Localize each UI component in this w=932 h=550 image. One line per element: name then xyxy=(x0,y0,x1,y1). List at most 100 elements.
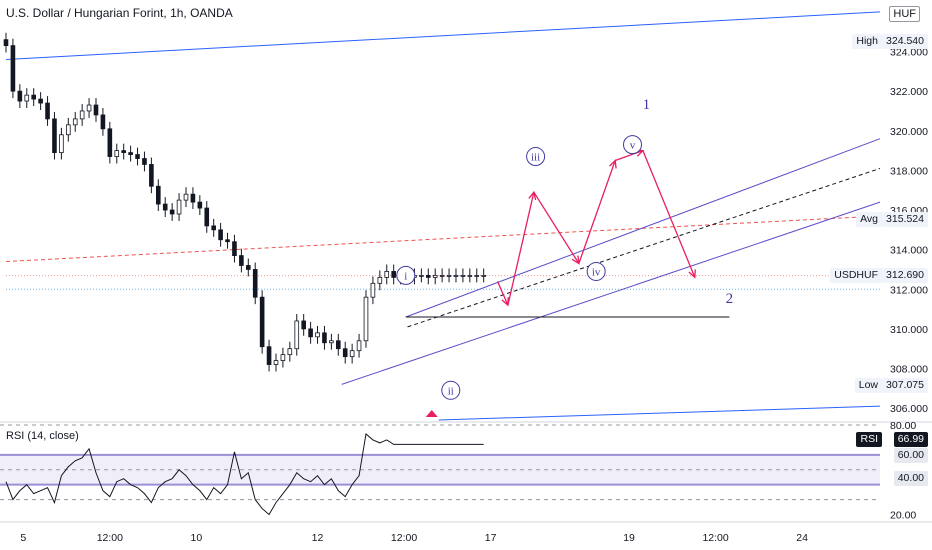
wave-label: 2 xyxy=(726,291,734,307)
channel-mid-line xyxy=(407,167,881,328)
candle-body xyxy=(114,150,120,157)
projection-arrow xyxy=(614,149,644,162)
candle-body xyxy=(453,275,459,277)
avg-dashed-line xyxy=(5,215,881,263)
candle-body xyxy=(370,282,376,298)
candle-body xyxy=(266,346,272,365)
time-tick-label: 10 xyxy=(191,532,203,544)
candle-body xyxy=(225,239,230,243)
candle-body xyxy=(259,296,265,348)
candle-body xyxy=(377,276,383,284)
channel-lower-line xyxy=(341,201,881,385)
rsi-band-lower-tag: 40.00 xyxy=(893,471,928,486)
price-tick-label: 322.000 xyxy=(890,86,928,98)
rsi-pane[interactable] xyxy=(0,424,880,516)
candle-body xyxy=(439,275,445,277)
candle-body xyxy=(232,241,237,256)
candle-body xyxy=(169,209,175,215)
avg-tag-value: 315.524 xyxy=(882,212,928,227)
candle-body xyxy=(460,275,466,277)
candle-body xyxy=(446,275,452,277)
lower-trend-line xyxy=(438,405,881,421)
candle-body xyxy=(197,201,203,209)
candle-body xyxy=(17,90,23,102)
upper-trend-line xyxy=(5,11,881,60)
rsi-tag-name: RSI xyxy=(856,432,882,447)
time-tick-label: 19 xyxy=(623,532,635,544)
candle-body xyxy=(155,185,161,205)
candle-body xyxy=(45,102,50,120)
candle-body xyxy=(322,332,327,344)
candle-body xyxy=(100,114,106,130)
candle-body xyxy=(24,94,30,102)
low-tag-value: 307.075 xyxy=(882,378,928,393)
candle-body xyxy=(363,296,369,342)
candle-body xyxy=(425,275,431,278)
candle-body xyxy=(72,118,78,126)
wave-label-circle xyxy=(586,261,606,281)
signal-up-icon xyxy=(425,410,438,417)
candle-body xyxy=(239,255,244,266)
candle-body xyxy=(3,39,9,47)
candle-body xyxy=(481,275,486,277)
wave-label: i xyxy=(404,270,407,282)
candle-body xyxy=(432,275,438,278)
candle-body xyxy=(273,360,279,365)
candle-body xyxy=(38,98,43,104)
wave-label: ii xyxy=(448,385,454,397)
candle-body xyxy=(245,265,251,270)
time-tick-label: 12:00 xyxy=(702,532,728,544)
candle-body xyxy=(391,271,396,278)
candle-body xyxy=(294,320,300,350)
candle-body xyxy=(474,275,480,277)
candle-body xyxy=(190,193,196,203)
projection-arrow xyxy=(642,150,696,278)
axes: 306.000308.000310.000312.000314.000316.0… xyxy=(0,47,932,544)
wave-label-circle xyxy=(396,265,416,285)
candle-body xyxy=(107,128,113,157)
candle-body xyxy=(218,229,223,241)
candle-body xyxy=(329,340,334,344)
high-tag-name: High xyxy=(852,34,882,49)
wave-label-circle xyxy=(623,135,643,155)
candle-body xyxy=(287,348,293,356)
price-tick-label: 314.000 xyxy=(890,245,928,257)
candle-body xyxy=(301,320,306,330)
candle-body xyxy=(162,203,168,211)
currency-unit-button[interactable]: HUF xyxy=(889,6,920,22)
rsi-tick-label: 20.00 xyxy=(890,510,916,522)
candle-body xyxy=(149,164,154,187)
candle-body xyxy=(52,118,57,153)
channel-upper-line xyxy=(405,138,881,318)
rsi-band-upper-tag: 60.00 xyxy=(893,448,928,463)
candle-body xyxy=(211,225,216,231)
time-tick-label: 24 xyxy=(796,532,808,544)
time-tick-label: 12 xyxy=(312,532,324,544)
projection-arrow xyxy=(496,281,509,306)
candle-body xyxy=(128,152,133,155)
wave-label: v xyxy=(630,140,636,152)
candle-body xyxy=(252,269,258,298)
rsi-tag-value: 66.99 xyxy=(893,432,928,447)
candle-body xyxy=(31,94,36,100)
rsi-line xyxy=(5,432,484,516)
candle-body xyxy=(280,354,286,361)
candle-body xyxy=(315,332,320,338)
candle-body xyxy=(93,104,99,116)
candle-body xyxy=(342,348,348,358)
time-tick-label: 5 xyxy=(20,532,26,544)
avg-tag-name: Avg xyxy=(856,212,882,227)
time-tick-label: 12:00 xyxy=(391,532,417,544)
projection-arrow xyxy=(507,192,535,306)
candle-body xyxy=(142,158,147,165)
wave-label: iv xyxy=(592,266,601,278)
projection-arrow-head xyxy=(688,269,696,279)
last-price-tag-name: USDHUF xyxy=(830,268,882,283)
price-tick-label: 310.000 xyxy=(890,324,928,336)
chart-title: U.S. Dollar / Hungarian Forint, 1h, OAND… xyxy=(6,6,233,20)
candle-body xyxy=(86,104,92,112)
wave-label-circle xyxy=(526,147,546,167)
rsi-label[interactable]: RSI (14, close) xyxy=(6,430,79,442)
